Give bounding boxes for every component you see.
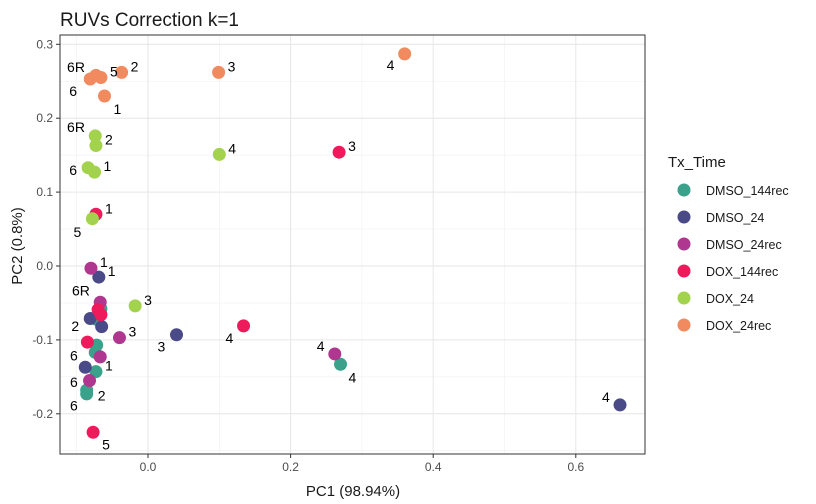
data-point [83,374,97,388]
legend-key [677,237,691,251]
data-point [84,261,98,275]
legend: Tx_Time DMSO_144rec DMSO_24 DMSO_24rec DOX_… [668,154,789,333]
panel-background [60,35,645,454]
panel-border [59,34,646,455]
point-label: 4 [226,330,234,346]
data-point [212,147,226,161]
legend-label: DMSO_24 [706,211,764,225]
data-point [95,320,109,334]
point-label: 3 [158,339,166,355]
point-label: 6 [70,398,78,414]
y-tick-label: 0.2 [36,111,53,125]
data-points [78,47,627,439]
y-axis: -0.2 -0.1 0.0 0.1 0.2 0.3 [32,37,60,421]
legend-title: Tx_Time [668,154,726,171]
point-label: 4 [228,140,236,156]
legend-key [677,210,691,224]
point-label: 1 [114,101,122,117]
point-label: 3 [128,324,136,340]
point-label: 6R [72,282,90,298]
point-label: 1 [100,254,108,270]
data-point [212,65,226,79]
point-label: 4 [317,338,325,354]
data-point [86,425,100,439]
y-tick-label: 0.1 [36,185,53,199]
data-point [93,350,107,364]
data-point [112,331,126,345]
data-point [85,212,99,226]
data-point [80,387,94,401]
point-label: 6 [70,374,78,390]
data-point [398,47,412,61]
data-point [89,139,103,153]
data-point [88,165,102,179]
point-label: 2 [98,387,106,403]
point-label: 1 [105,358,113,374]
x-tick-label: 0.2 [282,460,299,474]
point-label: 5 [110,64,118,80]
chart-title: RUVs Correction k=1 [60,10,239,31]
data-point [94,308,108,322]
point-label: 2 [105,132,113,148]
data-point [613,398,627,412]
x-tick-label: 0.6 [567,460,584,474]
point-label: 3 [228,58,236,74]
data-point [334,357,348,371]
point-label: 1 [108,263,116,279]
x-tick-label: 0.4 [425,460,442,474]
x-tick-label: 0.0 [140,460,157,474]
data-point [237,319,251,333]
point-label: 2 [71,318,79,334]
point-label: 3 [144,292,152,308]
y-axis-title: PC2 (0.8%) [9,207,26,285]
y-tick-label: 0.0 [36,259,53,273]
data-point [83,311,97,325]
point-label: 6R [67,119,85,135]
data-point [332,145,346,159]
data-point [128,299,142,313]
point-label: 6 [69,162,77,178]
point-label: 5 [74,224,82,240]
y-tick-label: -0.2 [32,407,53,421]
plot-panel [59,34,646,455]
data-point [78,360,92,374]
data-point [98,89,112,103]
legend-key [677,291,691,305]
point-label: 4 [602,389,610,405]
x-axis: 0.0 0.2 0.4 0.6 [140,454,584,474]
point-label: 1 [104,158,112,174]
point-label: 1 [105,200,113,216]
data-point [94,71,108,85]
data-point [170,328,184,342]
data-point [115,65,129,79]
legend-label: DOX_144rec [706,265,778,279]
point-label: 5 [102,436,110,452]
y-tick-label: -0.1 [32,333,53,347]
legend-label: DMSO_24rec [706,238,782,252]
legend-key [677,264,691,278]
y-tick-label: 0.3 [36,37,53,51]
point-label: 4 [349,369,357,385]
point-label: 6R [67,59,85,75]
x-axis-title: PC1 (98.94%) [306,483,400,500]
point-label: 2 [131,58,139,74]
legend-key [677,318,691,332]
point-label: 4 [387,57,395,73]
data-point [88,129,102,143]
legend-key [677,183,691,197]
point-label: 6 [70,347,78,363]
legend-label: DMSO_144rec [706,184,789,198]
legend-label: DOX_24 [706,292,754,306]
data-point [328,347,342,361]
data-point [80,335,94,349]
data-point [92,270,106,284]
point-label: 6 [69,83,77,99]
point-label: 3 [348,138,356,154]
data-point [83,72,97,86]
legend-label: DOX_24rec [706,319,771,333]
